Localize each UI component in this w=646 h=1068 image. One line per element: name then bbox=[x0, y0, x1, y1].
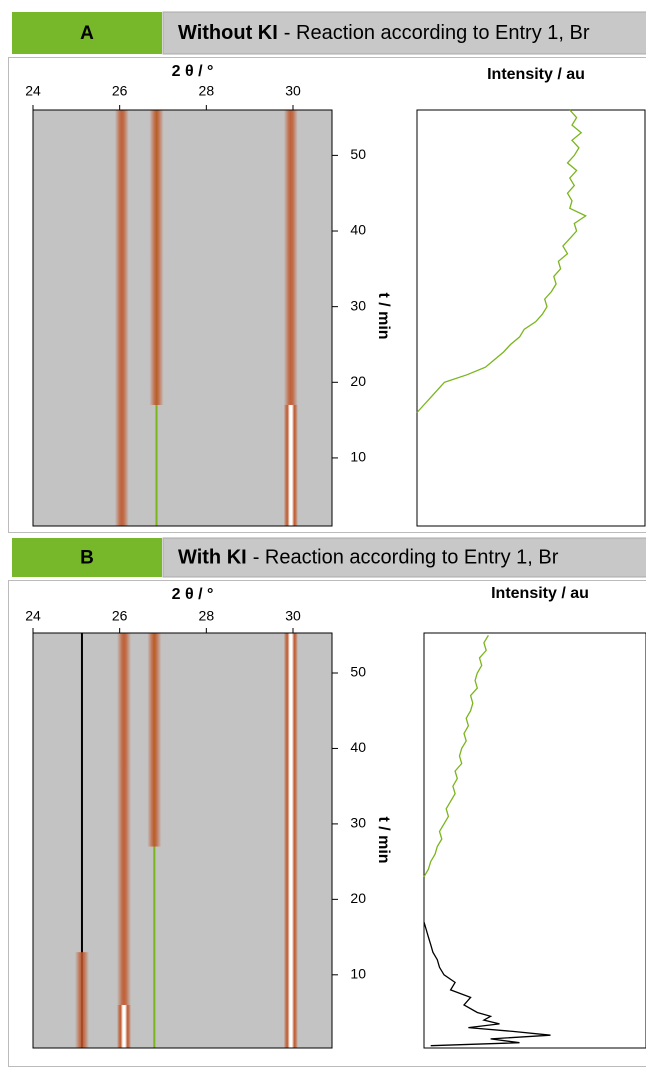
reflection bbox=[149, 110, 164, 405]
panel-title: Without KI - Reaction according to Entry … bbox=[178, 22, 590, 44]
profile-frame bbox=[416, 109, 646, 527]
y-tick-label: 50 bbox=[350, 664, 366, 680]
x-tick-label: 24 bbox=[25, 83, 41, 99]
profile-line bbox=[416, 109, 588, 413]
profile-axis-title: Intensity / au bbox=[487, 66, 585, 83]
reflection-core bbox=[283, 633, 298, 1048]
profile-axis-title: Intensity / au bbox=[491, 585, 589, 602]
y-tick-label: 10 bbox=[350, 449, 366, 465]
y-tick-label: 40 bbox=[350, 222, 366, 238]
x-tick-label: 26 bbox=[112, 83, 128, 99]
profile-frame bbox=[423, 632, 646, 1049]
header-label-box bbox=[12, 538, 162, 577]
profile-line bbox=[423, 921, 551, 1047]
y-tick-label: 20 bbox=[350, 373, 366, 389]
x-tick-label: 30 bbox=[285, 83, 301, 99]
x-axis-title: 2 θ / ° bbox=[172, 63, 214, 80]
y-tick-label: 40 bbox=[350, 739, 366, 755]
heatmap-frame bbox=[32, 632, 333, 1049]
panel-label: B bbox=[80, 548, 94, 569]
header-title-box bbox=[162, 537, 646, 578]
reflection bbox=[114, 110, 129, 526]
heatmap-bg bbox=[33, 110, 332, 526]
y-axis-title: t / min bbox=[375, 816, 392, 863]
panel-title-rest: - Reaction according to Entry 1, Br bbox=[253, 547, 559, 569]
heatmap-frame bbox=[32, 109, 333, 527]
y-tick-label: 20 bbox=[350, 890, 366, 906]
x-tick-label: 24 bbox=[25, 608, 41, 624]
header-title-box bbox=[162, 11, 646, 55]
reflection bbox=[74, 952, 89, 1048]
reflection-core bbox=[117, 1004, 131, 1048]
y-tick-label: 50 bbox=[350, 146, 366, 162]
x-tick-label: 26 bbox=[112, 608, 128, 624]
reflection-core bbox=[283, 404, 298, 526]
y-tick-label: 30 bbox=[350, 297, 366, 313]
reflection bbox=[147, 633, 162, 847]
y-tick-label: 10 bbox=[350, 966, 366, 982]
reflection bbox=[117, 633, 131, 1048]
x-tick-label: 28 bbox=[199, 608, 215, 624]
panel-title-rest: - Reaction according to Entry 1, Br bbox=[284, 22, 590, 44]
panel-title: With KI - Reaction according to Entry 1, … bbox=[178, 547, 559, 569]
panel-title-bold: Without KI bbox=[178, 22, 278, 44]
x-tick-label: 30 bbox=[285, 608, 301, 624]
x-axis-title: 2 θ / ° bbox=[172, 586, 214, 603]
y-axis-title: t / min bbox=[375, 292, 392, 339]
panel-label: A bbox=[80, 23, 94, 44]
panel-title-bold: With KI bbox=[178, 547, 247, 569]
y-tick-label: 30 bbox=[350, 815, 366, 831]
x-tick-label: 28 bbox=[199, 83, 215, 99]
header-label-box bbox=[12, 12, 162, 54]
profile-line bbox=[423, 634, 489, 878]
